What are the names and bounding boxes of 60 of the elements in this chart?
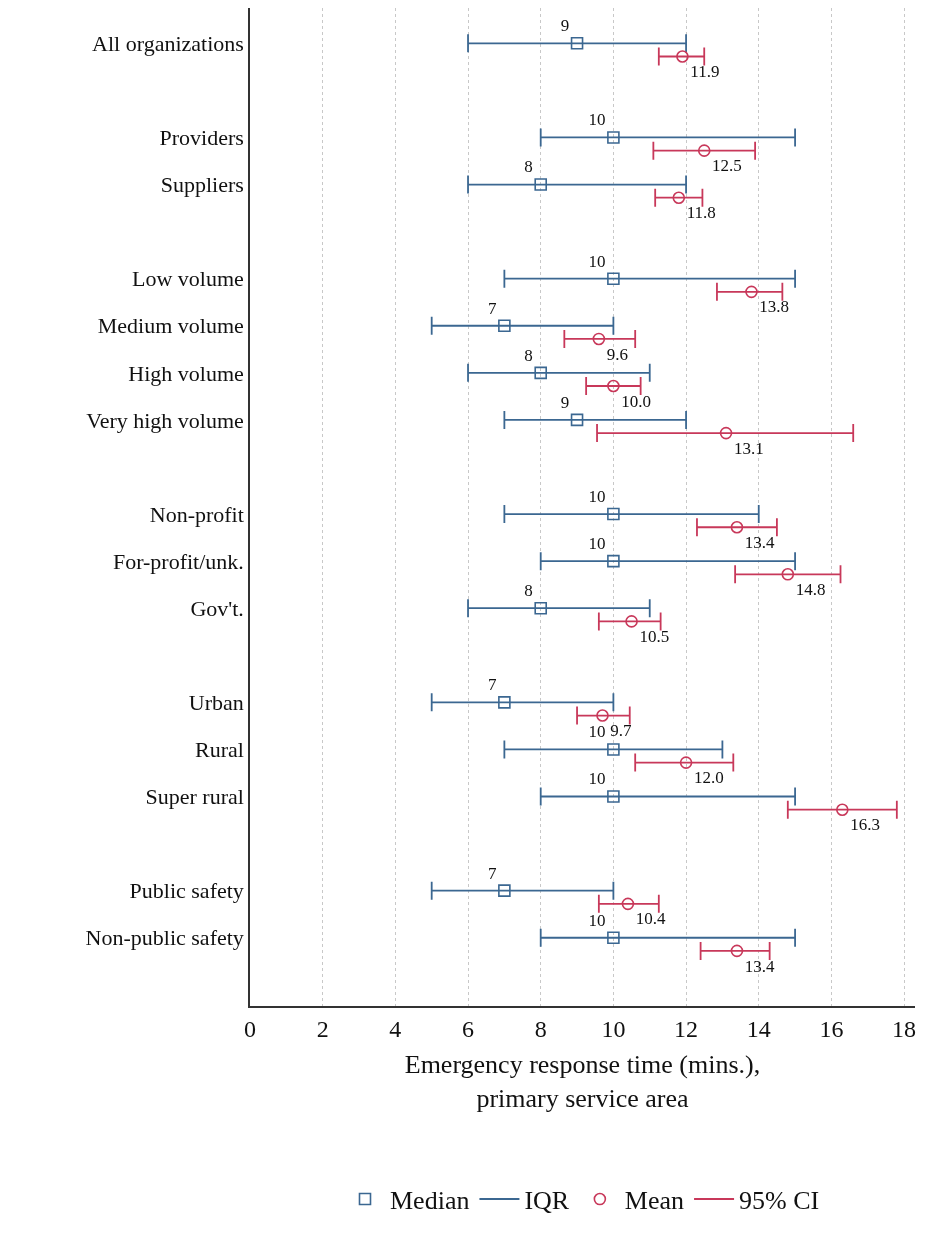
- data-label: 8: [524, 345, 533, 365]
- y-tick-label: Urban: [188, 690, 244, 716]
- data-label: 12.5: [712, 156, 742, 176]
- y-tick-label: Suppliers: [160, 172, 244, 198]
- data-label: 11.8: [686, 203, 716, 223]
- x-axis-title: Emergency response time (mins.), primary service area: [404, 1049, 761, 1113]
- y-tick-label: For-profit/unk.: [112, 548, 244, 574]
- data-label: 13.4: [744, 956, 776, 976]
- x-tick-label: 2: [316, 1015, 329, 1042]
- x-tick-label: 16: [819, 1015, 844, 1042]
- data-label: 10: [588, 722, 606, 742]
- x-tick-label: 0: [244, 1015, 256, 1042]
- y-tick-label: Gov't.: [190, 595, 244, 621]
- data-label: 9.6: [606, 344, 628, 364]
- data-label: 8: [524, 581, 533, 601]
- text: 95% CI: [739, 1186, 820, 1216]
- data-label: 9: [560, 392, 570, 412]
- x-tick-label: 18: [892, 1015, 917, 1042]
- y-tick-label: Rural: [194, 737, 244, 763]
- data-label: 7: [487, 675, 497, 695]
- data-label: 7: [487, 298, 497, 318]
- y-tick-label: Low volume: [132, 266, 244, 292]
- x-tick-label: 8: [534, 1015, 547, 1042]
- data-label: 10: [588, 486, 606, 506]
- data-label: 8: [524, 157, 533, 177]
- data-label: 7: [487, 863, 497, 883]
- data-label: 13.4: [744, 532, 776, 552]
- y-tick-label: All organizations: [92, 31, 244, 57]
- x-tick-label: 6: [462, 1015, 475, 1042]
- data-label: 11.9: [690, 62, 720, 82]
- data-label: 12.0: [693, 768, 724, 788]
- data-label: 10.5: [639, 627, 670, 647]
- y-tick-label: Super rural: [145, 784, 244, 810]
- data-label: 16.3: [850, 815, 880, 835]
- data-label: 14.8: [795, 579, 826, 599]
- x-tick-label: 4: [389, 1015, 402, 1042]
- data-label: 10: [588, 110, 606, 130]
- data-label: 13.8: [759, 297, 790, 317]
- text: IQR: [524, 1186, 570, 1216]
- y-tick-label: Non-profit: [149, 501, 244, 527]
- data-label: 10: [588, 910, 606, 930]
- y-tick-label: Medium volume: [97, 313, 244, 339]
- data-label: 10: [588, 534, 606, 554]
- y-tick-label: Non-public safety: [85, 925, 244, 951]
- data-label: 10.4: [635, 909, 667, 929]
- data-label: 10.0: [621, 391, 652, 411]
- legend-label: Median: [390, 1186, 470, 1216]
- y-tick-label: Public safety: [129, 878, 244, 904]
- x-tick-label: 14: [746, 1015, 771, 1042]
- x-tick-label: 10: [601, 1015, 626, 1042]
- x-tick-label: 12: [674, 1015, 699, 1042]
- data-label: 10: [588, 769, 606, 789]
- y-tick-label: Providers: [159, 125, 244, 151]
- legend-label: Mean: [624, 1186, 685, 1216]
- data-label: 13.1: [733, 438, 764, 458]
- data-label: 9.7: [610, 721, 633, 741]
- y-tick-label: Very high volume: [86, 407, 244, 433]
- data-label: 9: [560, 16, 570, 36]
- y-tick-label: High volume: [128, 360, 244, 386]
- data-label: 10: [588, 251, 606, 271]
